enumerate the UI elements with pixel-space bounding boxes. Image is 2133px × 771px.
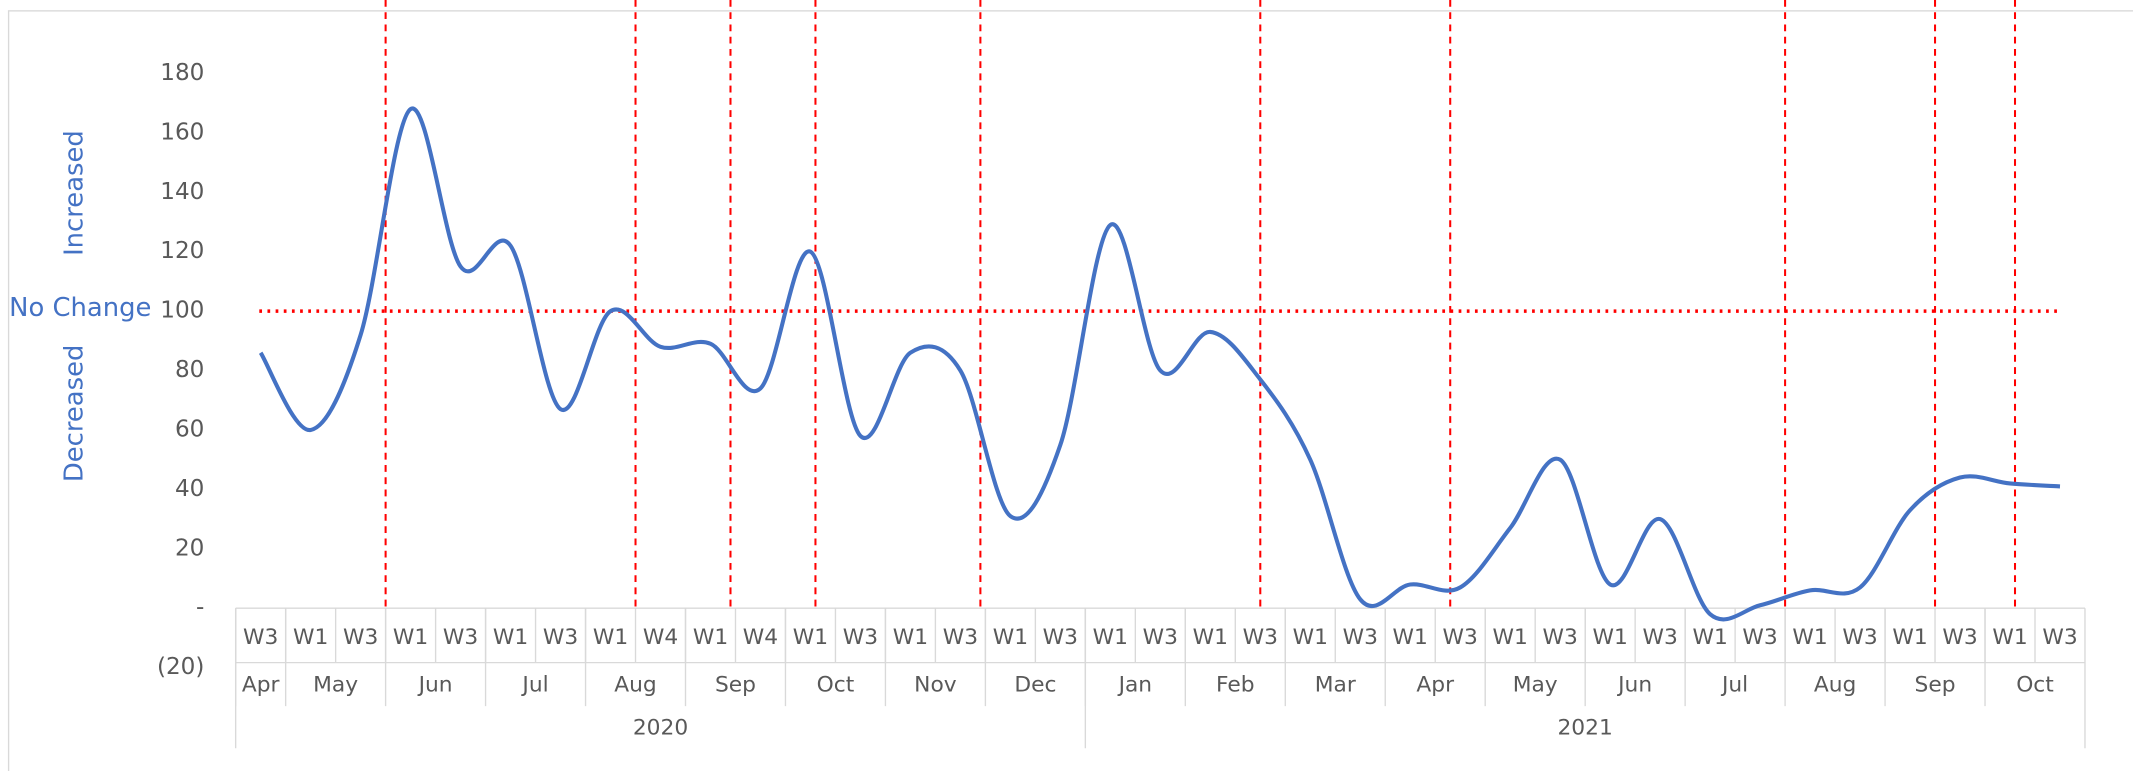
y-tick-label: - — [196, 595, 204, 621]
x-tick-label: W3 — [1243, 625, 1278, 650]
x-tick-label: W3 — [343, 625, 378, 650]
x-tick-label: W3 — [943, 625, 978, 650]
category-axis — [234, 607, 2086, 749]
x-tick-label: W1 — [993, 625, 1028, 650]
x-tick-label: W1 — [1493, 625, 1528, 650]
annotation: Decreased — [60, 345, 90, 482]
y-tick-label: 160 — [160, 119, 204, 145]
month-label: Jun — [1616, 673, 1652, 698]
x-tick-label: W3 — [843, 625, 878, 650]
month-label: Aug — [614, 673, 656, 698]
month-label: Sep — [715, 673, 756, 698]
month-label: Oct — [2016, 673, 2054, 698]
month-label: Jul — [520, 673, 548, 698]
y-tick-label: 100 — [160, 298, 204, 324]
month-label: May — [1513, 673, 1558, 698]
chart-border — [7, 10, 2133, 771]
year-label: 2020 — [633, 716, 688, 741]
month-label: Apr — [242, 673, 280, 698]
x-tick-label: W3 — [1043, 625, 1078, 650]
x-tick-label: W3 — [543, 625, 578, 650]
month-label: Dec — [1014, 673, 1056, 698]
x-tick-label: W4 — [643, 625, 678, 650]
annotation: Increased — [60, 130, 90, 256]
x-tick-label: W3 — [1143, 625, 1178, 650]
y-tick-label: 180 — [160, 60, 204, 86]
data-line — [258, 106, 2061, 622]
x-tick-label: W3 — [1443, 625, 1478, 650]
x-tick-label: W3 — [1543, 625, 1578, 650]
x-tick-label: W3 — [1742, 625, 1777, 650]
y-tick-label: 120 — [160, 238, 204, 264]
year-label: 2021 — [1557, 716, 1612, 741]
month-label: Apr — [1416, 673, 1454, 698]
y-tick-label: 140 — [160, 179, 204, 205]
x-tick-label: W1 — [1592, 625, 1627, 650]
x-tick-label: W3 — [1642, 625, 1677, 650]
x-tick-label: W1 — [293, 625, 328, 650]
month-label: Jun — [417, 673, 453, 698]
x-tick-label: W1 — [1393, 625, 1428, 650]
x-tick-label: W3 — [1343, 625, 1378, 650]
y-tick-label: (20) — [157, 654, 204, 680]
x-tick-label: W1 — [893, 625, 928, 650]
x-tick-label: W1 — [1992, 625, 2027, 650]
x-tick-label: W4 — [743, 625, 778, 650]
x-tick-label: W3 — [2042, 625, 2077, 650]
y-tick-label: 40 — [175, 476, 204, 502]
month-label: Jan — [1117, 673, 1153, 698]
month-label: May — [313, 673, 358, 698]
y-tick-label: 60 — [175, 416, 204, 442]
reference-label: No Change — [9, 293, 151, 323]
x-tick-label: W1 — [493, 625, 528, 650]
month-label: Nov — [914, 673, 957, 698]
x-tick-label: W1 — [1193, 625, 1228, 650]
x-tick-label: W1 — [1293, 625, 1328, 650]
x-tick-label: W1 — [1892, 625, 1927, 650]
x-tick-label: W3 — [1842, 625, 1877, 650]
month-label: Jul — [1720, 673, 1748, 698]
month-label: Feb — [1216, 673, 1255, 698]
x-tick-label: W1 — [793, 625, 828, 650]
y-tick-label: 80 — [175, 357, 204, 383]
x-tick-label: W3 — [443, 625, 478, 650]
month-label: Sep — [1915, 673, 1956, 698]
x-tick-label: W1 — [693, 625, 728, 650]
month-label: Mar — [1315, 673, 1356, 698]
x-tick-label: W1 — [593, 625, 628, 650]
x-tick-label: W3 — [243, 625, 278, 650]
x-tick-label: W3 — [1942, 625, 1977, 650]
x-tick-label: W1 — [1093, 625, 1128, 650]
y-tick-label: 20 — [175, 535, 204, 561]
month-label: Oct — [817, 673, 855, 698]
month-label: Aug — [1814, 673, 1856, 698]
x-tick-label: W1 — [1792, 625, 1827, 650]
x-tick-label: W1 — [393, 625, 428, 650]
x-tick-label: W1 — [1692, 625, 1727, 650]
